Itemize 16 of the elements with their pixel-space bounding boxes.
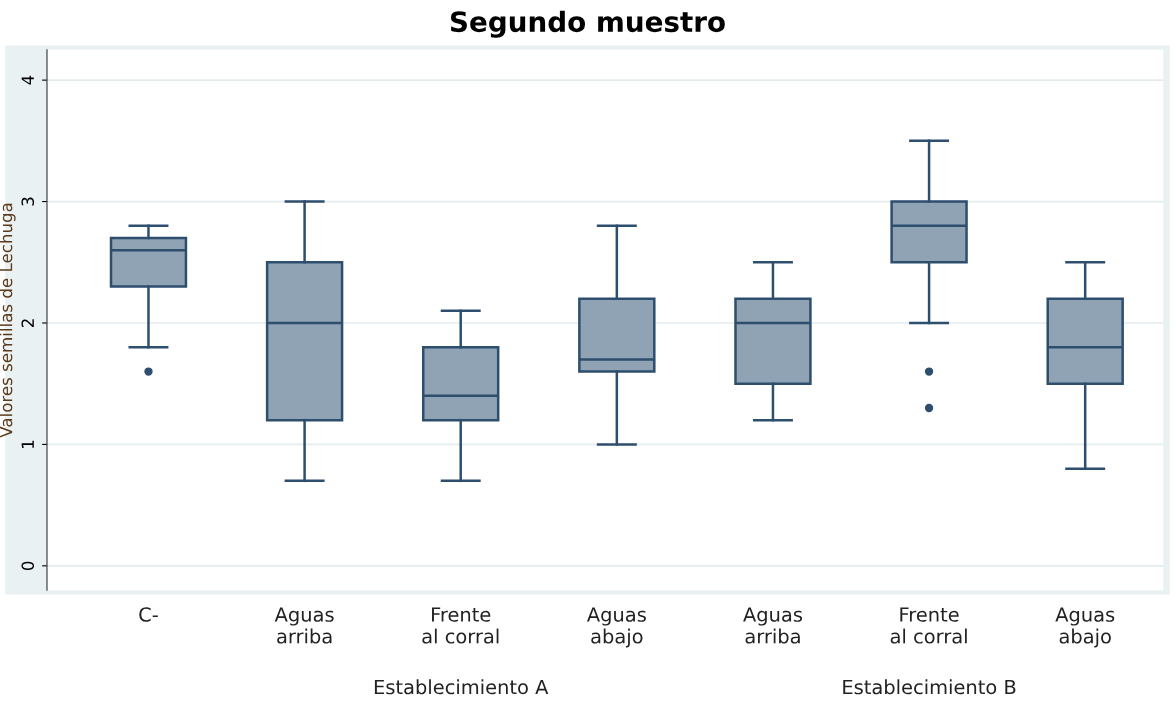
x-tick-label: Frente al corral xyxy=(422,607,499,644)
x-tick-label: Aguas arriba xyxy=(274,607,334,644)
x-tick-label: Aguas arriba xyxy=(743,607,803,644)
y-tick-label: 1 xyxy=(21,440,34,448)
text: Establecimiento A xyxy=(374,679,549,695)
x-tick-label: C- xyxy=(139,607,158,622)
y-tick-label: 2 xyxy=(21,319,34,328)
x-tick-label: Aguas abajo xyxy=(586,607,646,648)
chart-title: Segundo muestro xyxy=(450,10,725,38)
x-tick-label: Frente al corral xyxy=(890,607,967,644)
y-tick-label: 3 xyxy=(21,197,35,206)
y-axis-title: Valores semillas de Lechuga xyxy=(0,203,16,438)
text: Establecimiento B xyxy=(843,679,1016,695)
x-tick-label: Aguas abajo xyxy=(1055,607,1115,648)
y-tick-label: 0 xyxy=(21,561,35,571)
y-tick-label: 4 xyxy=(21,75,34,85)
